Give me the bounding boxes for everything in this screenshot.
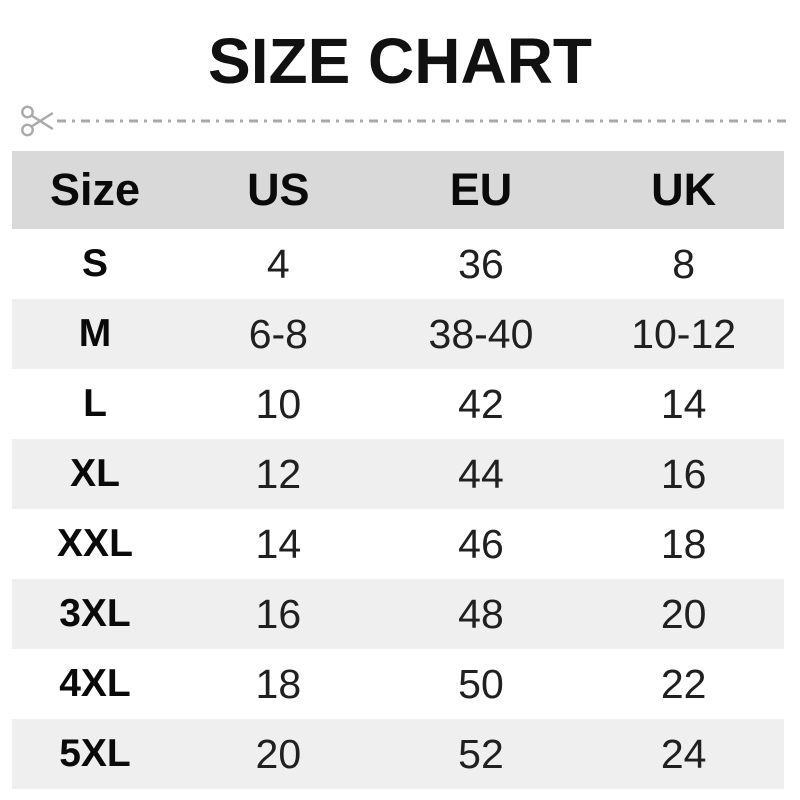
value-cell: 6-8 xyxy=(248,310,308,357)
column-header-uk: UK xyxy=(583,151,784,229)
value-cell: 10-12 xyxy=(631,310,737,357)
table-row: XL 12 44 16 xyxy=(12,439,784,509)
size-table-container: Size US EU UK S 4 36 8 M 6-8 38-40 10-12 L 10 42 14… xyxy=(12,151,784,789)
value-cell: 10 xyxy=(255,380,302,427)
value-cell: 22 xyxy=(660,660,707,707)
column-header-eu: EU xyxy=(378,151,584,229)
value-cell: 50 xyxy=(458,660,504,707)
value-cell: 48 xyxy=(458,590,504,637)
table-row: M 6-8 38-40 10-12 xyxy=(12,299,784,369)
value-cell: 20 xyxy=(660,590,707,637)
table-row: S 4 36 8 xyxy=(12,229,784,299)
value-cell: 12 xyxy=(255,450,302,497)
size-cell: S xyxy=(81,242,108,285)
page-title: SIZE CHART xyxy=(208,25,592,97)
size-cell: M xyxy=(78,312,112,355)
value-cell: 46 xyxy=(458,520,504,567)
value-cell: 16 xyxy=(255,590,302,637)
size-table: Size US EU UK S 4 36 8 M 6-8 38-40 10-12 L 10 42 14… xyxy=(12,151,784,789)
value-cell: 4 xyxy=(266,240,290,287)
table-row: 3XL 16 48 20 xyxy=(12,579,784,649)
size-cell: 3XL xyxy=(59,592,131,635)
cut-line xyxy=(20,102,788,140)
value-cell: 52 xyxy=(458,730,504,777)
column-header-us: US xyxy=(177,151,379,229)
value-cell: 8 xyxy=(672,240,696,287)
column-header-size: Size xyxy=(12,151,178,229)
table-row: 5XL 20 52 24 xyxy=(12,719,784,789)
table-row: XXL 14 46 18 xyxy=(12,509,784,579)
value-cell: 42 xyxy=(458,380,504,427)
value-cell: 18 xyxy=(660,520,707,567)
table-row: L 10 42 14 xyxy=(12,369,784,439)
value-cell: 24 xyxy=(660,730,707,777)
size-cell: 5XL xyxy=(59,732,131,775)
size-cell: XXL xyxy=(57,522,133,565)
value-cell: 36 xyxy=(458,240,504,287)
value-cell: 44 xyxy=(458,450,504,497)
size-cell: L xyxy=(83,382,107,425)
value-cell: 38-40 xyxy=(428,310,534,357)
size-cell: 4XL xyxy=(59,662,131,705)
value-cell: 14 xyxy=(660,380,707,427)
table-header-row: Size US EU UK xyxy=(12,151,784,229)
scissors-icon xyxy=(21,105,54,137)
value-cell: 18 xyxy=(255,660,302,707)
value-cell: 16 xyxy=(660,450,707,497)
value-cell: 14 xyxy=(255,520,302,567)
value-cell: 20 xyxy=(255,730,302,777)
dashed-cut-line xyxy=(57,119,788,123)
table-row: 4XL 18 50 22 xyxy=(12,649,784,719)
size-cell: XL xyxy=(70,452,120,495)
